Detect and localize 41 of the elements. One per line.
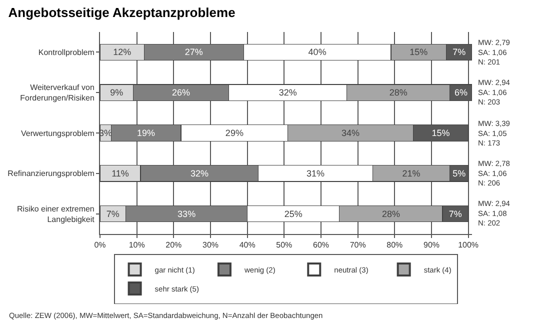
x-tick-label: 30%: [202, 240, 219, 250]
x-tick-label: 70%: [350, 240, 366, 250]
x-tick-label: 40%: [239, 240, 256, 250]
y-tick-label: Verwertungsproblem: [21, 128, 95, 138]
x-tick-label: 80%: [386, 240, 403, 250]
data-label: 26%: [172, 88, 190, 98]
data-label: 11%: [112, 168, 129, 178]
data-label: 15%: [432, 128, 450, 138]
x-tick-label: 60%: [312, 240, 329, 250]
chart-title: Angebotsseitige Akzeptanzprobleme: [8, 5, 236, 20]
x-tick-label: 0%: [94, 240, 106, 250]
x-tick-label: 90%: [423, 240, 440, 250]
x-tick-label: 50%: [276, 240, 292, 250]
data-label: 12%: [113, 47, 132, 58]
data-label: 15%: [410, 47, 428, 58]
data-label: 7%: [452, 47, 466, 58]
data-label: 25%: [284, 208, 302, 219]
data-label: 6%: [454, 88, 468, 98]
data-label: 7%: [106, 208, 120, 219]
data-label: 27%: [184, 47, 203, 58]
data-label: 32%: [278, 88, 297, 98]
y-tick-label: Kontrollproblem: [38, 48, 95, 57]
data-label: 9%: [110, 88, 124, 98]
data-label: 7%: [448, 208, 462, 219]
data-label: 5%: [452, 168, 466, 178]
y-tick-label: Weiterverkauf von Forderungen/Risiken: [20, 83, 94, 103]
data-label: 28%: [389, 88, 408, 98]
data-label: 19%: [137, 128, 156, 138]
y-tick-label: Risiko einer extremen Langlebigkeit: [17, 204, 96, 224]
x-tick-label: 100%: [458, 240, 479, 250]
x-tick-label: 20%: [166, 240, 182, 250]
data-label: 33%: [178, 208, 196, 219]
data-label: 32%: [190, 168, 208, 178]
y-tick-label: Refinanzierungsproblem: [8, 169, 95, 178]
data-label: 31%: [306, 168, 324, 178]
data-label: 28%: [382, 208, 400, 219]
data-label: 29%: [225, 128, 244, 138]
x-tick-label: 10%: [128, 240, 145, 250]
data-label: 40%: [308, 47, 326, 58]
data-label: 34%: [341, 128, 360, 138]
data-label: 21%: [402, 168, 420, 178]
